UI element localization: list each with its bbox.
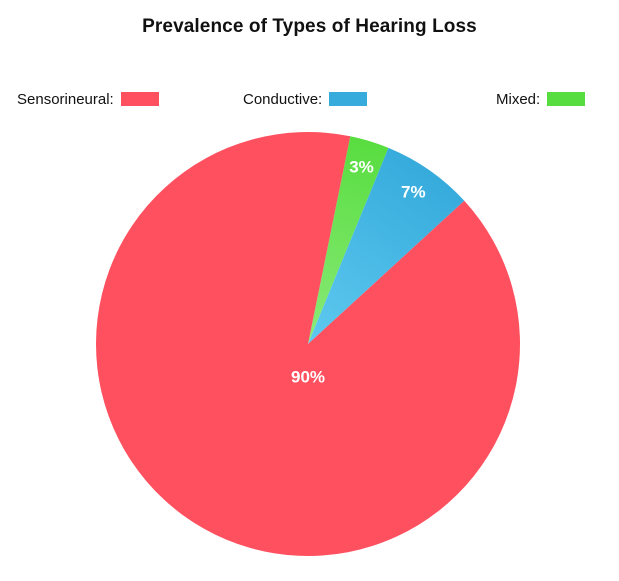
legend-label-sensorineural: Sensorineural: — [17, 90, 114, 108]
legend-item-mixed[interactable]: Mixed: — [496, 90, 586, 108]
pie-slices — [96, 132, 521, 556]
legend-item-sensorineural[interactable]: Sensorineural: — [17, 90, 159, 108]
pie-slice-mixed[interactable] — [308, 136, 389, 344]
pie-slice-conductive[interactable] — [308, 147, 465, 344]
slice-label-conductive: 7% — [401, 183, 426, 202]
pie-slice-sensorineural[interactable] — [96, 132, 521, 556]
legend-item-conductive[interactable]: Conductive: — [243, 90, 368, 108]
legend-label-conductive: Conductive: — [243, 90, 323, 108]
pie-labels: 3% 7% 90% — [291, 157, 426, 386]
legend-swatch-conductive — [329, 92, 368, 106]
legend-swatch-sensorineural — [120, 92, 159, 106]
chart-title: Prevalence of Types of Hearing Loss — [142, 16, 477, 37]
slice-label-mixed: 3% — [349, 157, 374, 176]
slice-label-sensorineural: 90% — [291, 367, 325, 386]
legend-swatch-mixed — [547, 92, 586, 106]
legend-label-mixed: Mixed: — [496, 90, 541, 108]
